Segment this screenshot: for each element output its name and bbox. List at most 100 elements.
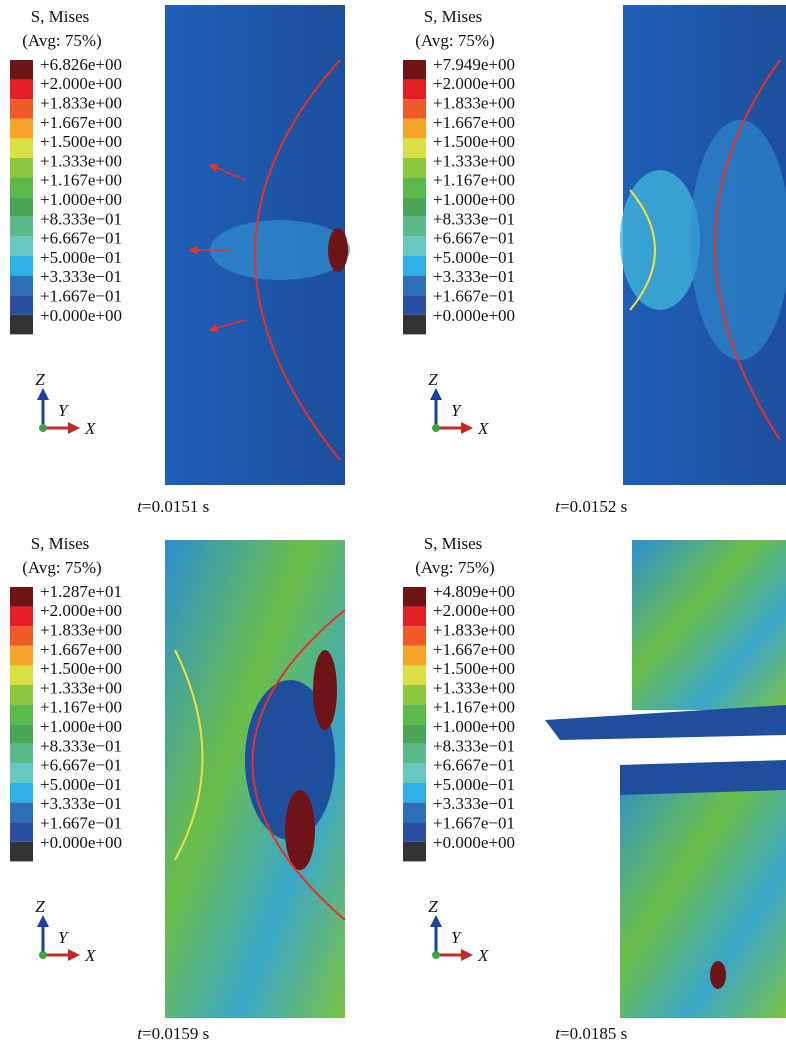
legend-label: +8.333e−01 (40, 209, 122, 228)
legend-swatch (10, 256, 33, 276)
legend-swatch (403, 60, 426, 80)
legend-label: +6.667e−01 (40, 756, 122, 775)
legend-subtitle: (Avg: 75%) (415, 558, 494, 577)
legend-swatch (10, 79, 33, 100)
legend-label: +1.667e−01 (433, 814, 515, 833)
caption: =0.0185 s (560, 1024, 627, 1043)
caption: =0.0159 s (142, 1024, 209, 1043)
legend-label: +6.667e−01 (433, 756, 515, 775)
legend-swatch (403, 216, 426, 237)
legend-title: S, Mises (31, 534, 90, 553)
legend-swatch (403, 295, 426, 315)
axis-y (432, 951, 440, 959)
legend-label: +1.000e+00 (433, 190, 515, 209)
legend-label: +2.000e+00 (433, 74, 515, 93)
legend-label: +1.667e+00 (40, 113, 122, 132)
legend-swatch (10, 626, 33, 646)
axis-x-label: X (84, 419, 96, 438)
panel: S, Mises(Avg: 75%)+7.949e+00+2.000e+00+1… (403, 7, 627, 516)
legend-swatch (10, 724, 33, 744)
legend-label: +1.833e+00 (433, 621, 515, 640)
legend-swatch (10, 314, 33, 335)
legend-swatch (10, 606, 33, 627)
legend-title: S, Mises (424, 7, 483, 26)
legend-label: +0.000e+00 (40, 306, 122, 325)
legend-label: +3.333e−01 (433, 267, 515, 286)
axis-y-label: Y (58, 401, 69, 420)
legend-label: +1.167e+00 (40, 171, 122, 190)
axis-x-head (68, 422, 80, 434)
legend-label: +1.833e+00 (40, 621, 122, 640)
legend-swatch (10, 216, 33, 237)
legend-label: +2.000e+00 (40, 601, 122, 620)
legend-swatch (10, 177, 33, 198)
legend-swatch (10, 743, 33, 764)
legend-label: +1.167e+00 (40, 698, 122, 717)
legend-label: +3.333e−01 (433, 794, 515, 813)
legend-label: +7.949e+00 (433, 55, 515, 74)
legend-swatch (403, 704, 426, 725)
legend-swatch (403, 645, 426, 666)
legend-label: +1.000e+00 (433, 717, 515, 736)
legend-label: +1.667e−01 (40, 814, 122, 833)
axis-z-head (37, 388, 49, 400)
axis-z-label: Z (35, 370, 45, 389)
legend-swatch (10, 118, 33, 139)
legend-swatch (403, 138, 426, 158)
legend-label: +3.333e−01 (40, 794, 122, 813)
panel: S, Mises(Avg: 75%)+1.287e+01+2.000e+00+1… (10, 534, 209, 1043)
legend-swatch (10, 275, 33, 296)
legend-label: +6.667e−01 (433, 229, 515, 248)
legend-swatch (403, 606, 426, 627)
legend-label: +1.333e+00 (433, 678, 515, 697)
legend-label: +1.667e−01 (433, 287, 515, 306)
legend-label: +1.000e+00 (40, 717, 122, 736)
legend-swatch (403, 685, 426, 705)
legend-label: +1.287e+01 (40, 582, 122, 601)
legend-label: +1.667e+00 (433, 640, 515, 659)
legend-label: +0.000e+00 (433, 306, 515, 325)
legend-label: +1.667e−01 (40, 287, 122, 306)
axis-z-label: Z (35, 897, 45, 916)
caption-var: t (555, 497, 561, 516)
legend-title: S, Mises (31, 7, 90, 26)
axis-z-label: Z (428, 897, 438, 916)
axis-z-head (430, 388, 442, 400)
legend-label: +1.333e+00 (40, 151, 122, 170)
axis-x-label: X (84, 946, 96, 965)
legend-label: +1.833e+00 (433, 94, 515, 113)
legend-swatch (403, 314, 426, 335)
render (545, 540, 786, 1018)
legend-swatch (10, 841, 33, 862)
legend-label: +1.167e+00 (433, 698, 515, 717)
axis-y (39, 424, 47, 432)
legend-swatch (403, 626, 426, 646)
legend-swatch (10, 158, 33, 178)
legend-label: +8.333e−01 (433, 209, 515, 228)
render (620, 5, 786, 485)
panel: S, Mises(Avg: 75%)+4.809e+00+2.000e+00+1… (403, 534, 627, 1043)
caption-var: t (137, 497, 143, 516)
legend-swatch (403, 587, 426, 607)
legend-swatch (10, 138, 33, 158)
legend-label: +8.333e−01 (433, 736, 515, 755)
legend-swatch (403, 99, 426, 119)
legend-label: +1.000e+00 (40, 190, 122, 209)
legend-label: +0.000e+00 (433, 833, 515, 852)
axis-y-label: Y (58, 928, 69, 947)
legend-swatch (10, 704, 33, 725)
legend-label: +1.500e+00 (40, 659, 122, 678)
legend-swatch (10, 197, 33, 217)
legend-label: +1.833e+00 (40, 94, 122, 113)
legend-subtitle: (Avg: 75%) (22, 558, 101, 577)
legend-label: +1.500e+00 (433, 659, 515, 678)
legend-swatch (403, 256, 426, 276)
axis-y (39, 951, 47, 959)
legend-swatch (403, 763, 426, 783)
legend-label: +3.333e−01 (40, 267, 122, 286)
legend-swatch (403, 275, 426, 296)
legend-label: +1.333e+00 (40, 678, 122, 697)
caption: =0.0151 s (142, 497, 209, 516)
legend-swatch (10, 783, 33, 803)
